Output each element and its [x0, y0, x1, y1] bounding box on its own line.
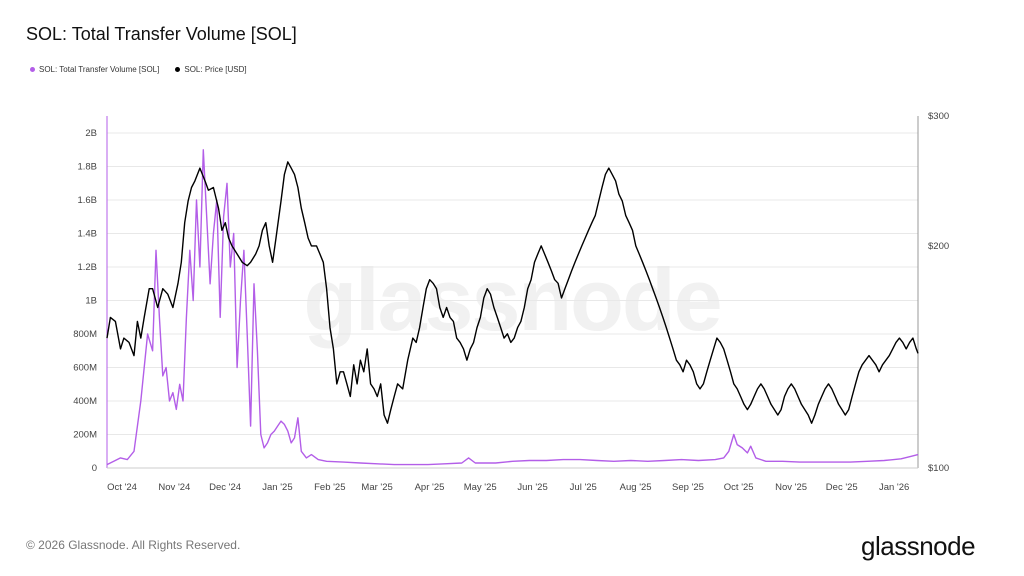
chart-legend: SOL: Total Transfer Volume [SOL] SOL: Pr… [30, 65, 247, 74]
legend-item-volume[interactable]: SOL: Total Transfer Volume [SOL] [30, 65, 159, 74]
series-line-price [106, 161, 919, 424]
y-right-tick-label: $100 [928, 463, 949, 474]
x-tick-label: Dec '25 [826, 482, 858, 493]
legend-label-price: SOL: Price [USD] [184, 65, 247, 74]
x-tick-label: Oct '25 [724, 482, 754, 493]
x-tick-label: Dec '24 [209, 482, 241, 493]
x-tick-label: Aug '25 [620, 482, 652, 493]
y-left-tick-label: 1B [85, 296, 97, 307]
y-right-tick-label: $300 [928, 111, 949, 122]
legend-label-volume: SOL: Total Transfer Volume [SOL] [39, 65, 160, 74]
y-left-tick-label: 800M [73, 329, 97, 340]
series-line-volume [106, 149, 919, 466]
y-right-tick-label: $200 [928, 241, 949, 252]
x-tick-label: Jul '25 [570, 482, 597, 493]
glassnode-logo: glassnode [861, 531, 976, 561]
y-left-tick-label: 1.4B [77, 229, 97, 240]
legend-swatch-price [175, 67, 181, 72]
x-tick-label: Nov '24 [158, 482, 190, 493]
y-left-tick-label: 1.8B [77, 162, 97, 173]
x-tick-label: Oct '24 [107, 482, 137, 493]
chart-title: SOL: Total Transfer Volume [SOL] [26, 24, 297, 44]
legend-item-price[interactable]: SOL: Price [USD] [175, 65, 247, 74]
x-tick-label: May '25 [464, 482, 497, 493]
y-left-tick-label: 600M [73, 363, 97, 374]
x-tick-label: Jun '25 [517, 482, 547, 493]
x-tick-label: Nov '25 [775, 482, 807, 493]
copyright-text: © 2026 Glassnode. All Rights Reserved. [26, 538, 241, 552]
y-left-tick-label: 400M [73, 396, 97, 407]
x-tick-label: Feb '25 [314, 482, 345, 493]
y-left-tick-label: 1.6B [77, 195, 97, 206]
x-tick-label: Jan '26 [879, 482, 909, 493]
x-tick-label: Jan '25 [262, 482, 292, 493]
y-left-tick-label: 0 [92, 463, 97, 474]
x-tick-label: Sep '25 [672, 482, 704, 493]
y-left-tick-label: 2B [85, 128, 97, 139]
legend-swatch-volume [30, 67, 35, 72]
x-tick-label: Apr '25 [415, 482, 445, 493]
y-left-tick-label: 200M [73, 430, 97, 441]
y-left-tick-label: 1.2B [77, 262, 97, 273]
x-tick-label: Mar '25 [361, 482, 392, 493]
